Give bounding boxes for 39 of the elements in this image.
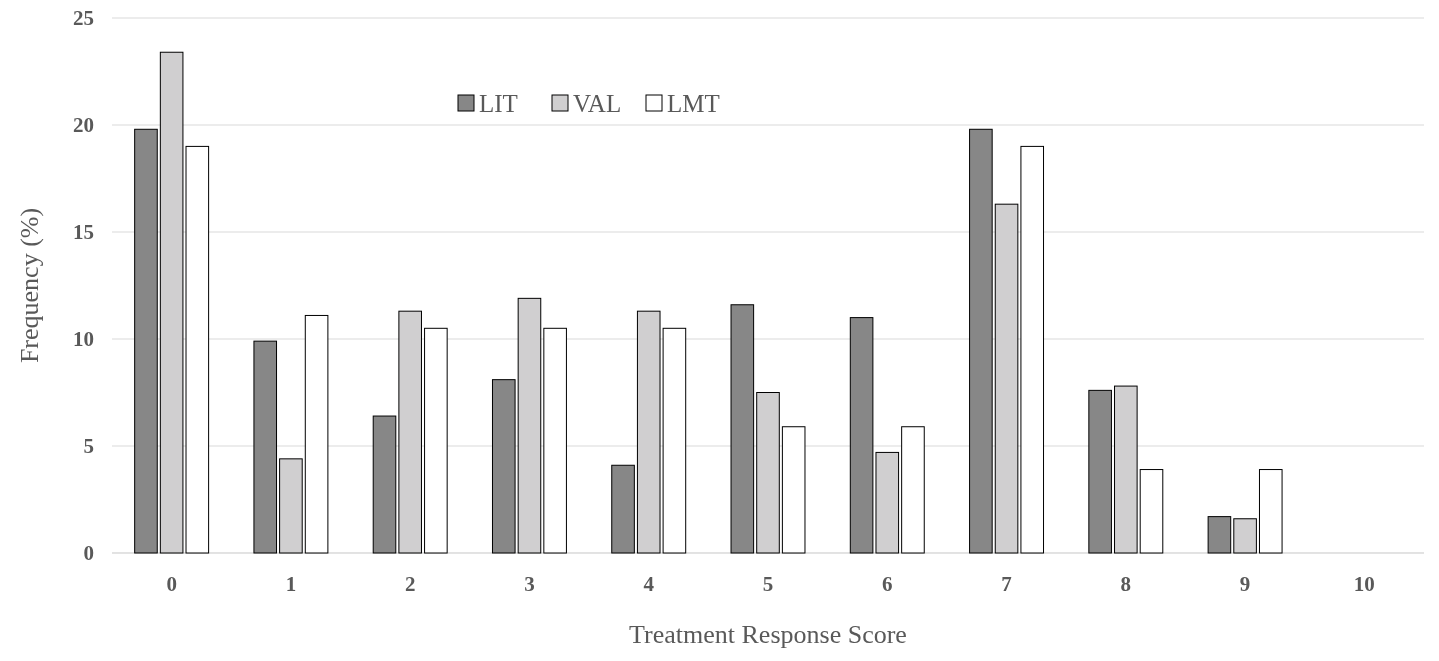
bar — [424, 327, 448, 554]
y-tick-label: 10 — [73, 327, 94, 352]
legend-label: LMT — [667, 89, 720, 117]
bar — [134, 128, 158, 554]
x-axis-title: Treatment Response Score — [629, 620, 907, 649]
x-tick-label: 1 — [285, 572, 297, 596]
bar — [1020, 145, 1045, 554]
y-tick-label: 15 — [73, 220, 94, 245]
y-tick-label: 20 — [73, 113, 94, 138]
bar — [1258, 469, 1283, 554]
x-tick-label: 3 — [524, 572, 535, 596]
x-tick-label: 0 — [166, 572, 177, 596]
bar — [491, 379, 516, 554]
bar — [781, 426, 806, 554]
bar — [1088, 389, 1112, 554]
bar — [730, 304, 755, 554]
x-tick-label: 5 — [762, 572, 774, 596]
x-tick-label: 6 — [882, 572, 893, 596]
bar — [543, 327, 567, 554]
bar — [1207, 516, 1232, 554]
legend-label: LIT — [479, 89, 518, 117]
x-tick-label: 9 — [1239, 572, 1251, 596]
bar — [969, 128, 993, 554]
y-tick-label: 25 — [73, 6, 94, 31]
bar — [611, 464, 635, 554]
x-tick-label: 7 — [1001, 572, 1012, 596]
x-tick-label: 8 — [1120, 572, 1132, 596]
bar — [304, 314, 329, 554]
legend-label: VAL — [573, 89, 622, 117]
bar — [372, 415, 397, 554]
y-tick-label: 0 — [83, 541, 94, 566]
x-tick-label: 4 — [643, 572, 655, 596]
bar — [1139, 469, 1164, 554]
x-tick-label: 10 — [1353, 572, 1375, 596]
bar — [901, 426, 925, 554]
y-tick-label: 5 — [83, 434, 94, 459]
y-axis-title: Frequency (%) — [15, 207, 44, 364]
bar — [253, 340, 278, 554]
x-tick-label: 2 — [404, 572, 416, 596]
